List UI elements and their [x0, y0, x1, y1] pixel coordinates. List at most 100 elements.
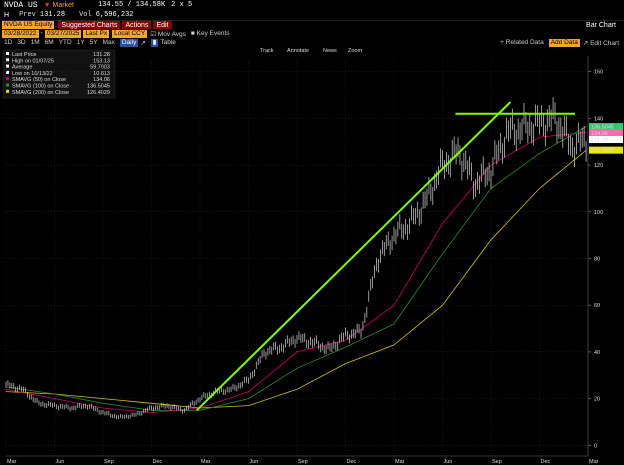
key-events-checkbox[interactable]: ■ Key Events — [190, 30, 230, 37]
prev-value: 131.28 — [39, 11, 66, 19]
legend-swatch — [6, 83, 9, 87]
prev-vol-row: H Prev 131.28 Vol 6,596,232 — [0, 10, 624, 20]
vol-label: Vol — [79, 11, 92, 19]
y-tick-label: 20 — [594, 397, 600, 403]
actions-label: Actions — [125, 21, 149, 29]
mov-avgs-label: Mov Avgs — [157, 30, 186, 38]
bid-ask-size: 2 x 5 — [171, 1, 193, 9]
price-tag-bg — [589, 146, 623, 154]
x-tick-label: Mar — [589, 459, 599, 465]
range-1y[interactable]: 1Y — [76, 39, 85, 46]
y-axis: 0 20 40 60 80 100 120 140 160 — [587, 56, 603, 456]
price-tag-label: 136.5045 — [591, 125, 614, 131]
x-tick-label: Mar — [395, 459, 405, 465]
legend-box — [2, 49, 116, 99]
x-tick-label: Sep — [298, 459, 308, 465]
track-tool[interactable]: Track — [260, 48, 274, 54]
actions-button[interactable]: Actions — [122, 20, 152, 30]
news-tool[interactable]: News — [323, 48, 337, 54]
y-tick-label: 100 — [594, 210, 603, 216]
x-tick-label: Dec — [153, 459, 163, 465]
grid — [5, 60, 589, 456]
y-tick-label: 160 — [594, 70, 603, 76]
related-data-button[interactable]: + Related Data — [500, 39, 544, 46]
ticker: NVDA US — [4, 0, 38, 10]
down-arrow-icon: ▼ — [43, 1, 51, 9]
annotate-tool[interactable]: Annotate — [287, 48, 309, 54]
bar-style-icon[interactable]: ▮ — [150, 38, 159, 47]
key-events-label: Key Events — [196, 30, 230, 37]
range-1m[interactable]: 1M — [30, 39, 40, 46]
price-tag-bg — [589, 136, 623, 144]
related-data-label: Related Data — [505, 39, 544, 46]
legend-value: 126.4029 — [87, 90, 110, 96]
legend-label: Low on 10/13/22 — [12, 71, 53, 77]
price-chart[interactable]: Track Annotate News Zoom Last Price 131.2… — [0, 38, 624, 465]
table-button[interactable]: Table — [160, 39, 176, 46]
x-tick-label: Jun — [56, 459, 65, 465]
y-tick-label: 0 — [594, 443, 597, 449]
trendlines — [196, 101, 576, 412]
legend-swatch — [6, 89, 9, 93]
bid-ask-quote: 134.55 / 134.58K — [97, 1, 166, 9]
suggested-charts-button[interactable]: Suggested Charts — [58, 20, 121, 30]
edit-label: Edit — [156, 21, 169, 29]
edit-chart-button[interactable]: ↗ Edit Chart — [582, 39, 619, 47]
range-bar: 1D 3D 1M 6M YTD 1Y 5Y Max Daily ↗ ▮ Tabl… — [0, 38, 624, 47]
range-max[interactable]: Max — [102, 39, 115, 46]
legend-value: 59.7903 — [90, 65, 110, 71]
add-data-input[interactable]: Add Data — [548, 38, 580, 47]
x-tick-label: Sep — [492, 459, 502, 465]
legend-value: 131.28 — [93, 52, 110, 58]
legend-value: 136.5045 — [87, 84, 110, 90]
quote-header: NVDA US ▼ Market 134.55 / 134.58K 2 x 5 — [0, 0, 624, 10]
legend-label: Average — [12, 65, 32, 71]
legend-swatch — [6, 52, 9, 55]
series — [5, 97, 587, 420]
price-tag-label: 126.4029 — [591, 148, 614, 154]
y-tick-label: 60 — [594, 303, 600, 309]
start-date-input[interactable]: 03/28/2022 — [2, 29, 39, 38]
zoom-tool[interactable]: Zoom — [348, 48, 362, 54]
chart-tools: Track Annotate News Zoom — [260, 48, 362, 54]
range-5y[interactable]: 5Y — [89, 39, 98, 46]
legend-swatch — [6, 77, 9, 81]
legend-value: 153.13 — [93, 58, 110, 64]
legend-swatch — [6, 64, 9, 68]
y-tick-label: 120 — [594, 163, 603, 169]
legend-label: Last Price — [12, 52, 36, 58]
edit-button[interactable]: Edit — [153, 20, 172, 30]
legend-label: SMAVG (100) on Close — [12, 84, 69, 90]
y-tick-label: 80 — [594, 257, 600, 263]
security-field[interactable]: NVDA US Equity — [2, 21, 55, 29]
price-tag-bg — [589, 123, 623, 131]
range-6m[interactable]: 6M — [44, 39, 54, 46]
legend-swatch — [6, 58, 9, 62]
x-tick-label: Dec — [347, 459, 357, 465]
mov-avgs-checkbox[interactable]: ☑ Mov Avgs — [150, 30, 186, 38]
x-tick-label: Jun — [250, 459, 259, 465]
y-tick-label: 140 — [594, 116, 603, 122]
suggested-charts-label: Suggested Charts — [61, 21, 118, 29]
chart-legend: Last Price 131.28 High on 01/07/25 153.13 Av… — [2, 49, 116, 99]
legend-label: SMAVG (200) on Close — [12, 90, 69, 96]
vol-value: 6,596,232 — [95, 11, 134, 19]
range-1d[interactable]: 1D — [4, 39, 13, 46]
x-tick-label: Jun — [444, 459, 453, 465]
x-axis: MarJunSepDecMarJunSepDecMarJunSepDecMar2… — [6, 455, 599, 465]
h-icon: H — [4, 11, 10, 19]
sma50-line — [5, 131, 587, 414]
end-date-input[interactable]: 03/27/2025 — [44, 29, 82, 38]
period-select[interactable]: Daily — [119, 38, 139, 47]
date-dash: - — [40, 30, 43, 37]
legend-label: High on 01/07/25 — [12, 58, 54, 64]
trendline-uptrend — [196, 101, 512, 412]
bar-chart-title: Bar Chart — [586, 21, 616, 29]
last-px-select[interactable]: Last Px — [83, 29, 110, 38]
chart-toolbar: 03/28/2022 - 03/27/2025 Last Px Local CC… — [0, 29, 624, 38]
range-ytd[interactable]: YTD — [58, 39, 72, 46]
line-style-icon[interactable]: ↗ — [140, 39, 146, 47]
range-3d[interactable]: 3D — [17, 39, 26, 46]
currency-select[interactable]: Local CCY — [112, 29, 148, 38]
